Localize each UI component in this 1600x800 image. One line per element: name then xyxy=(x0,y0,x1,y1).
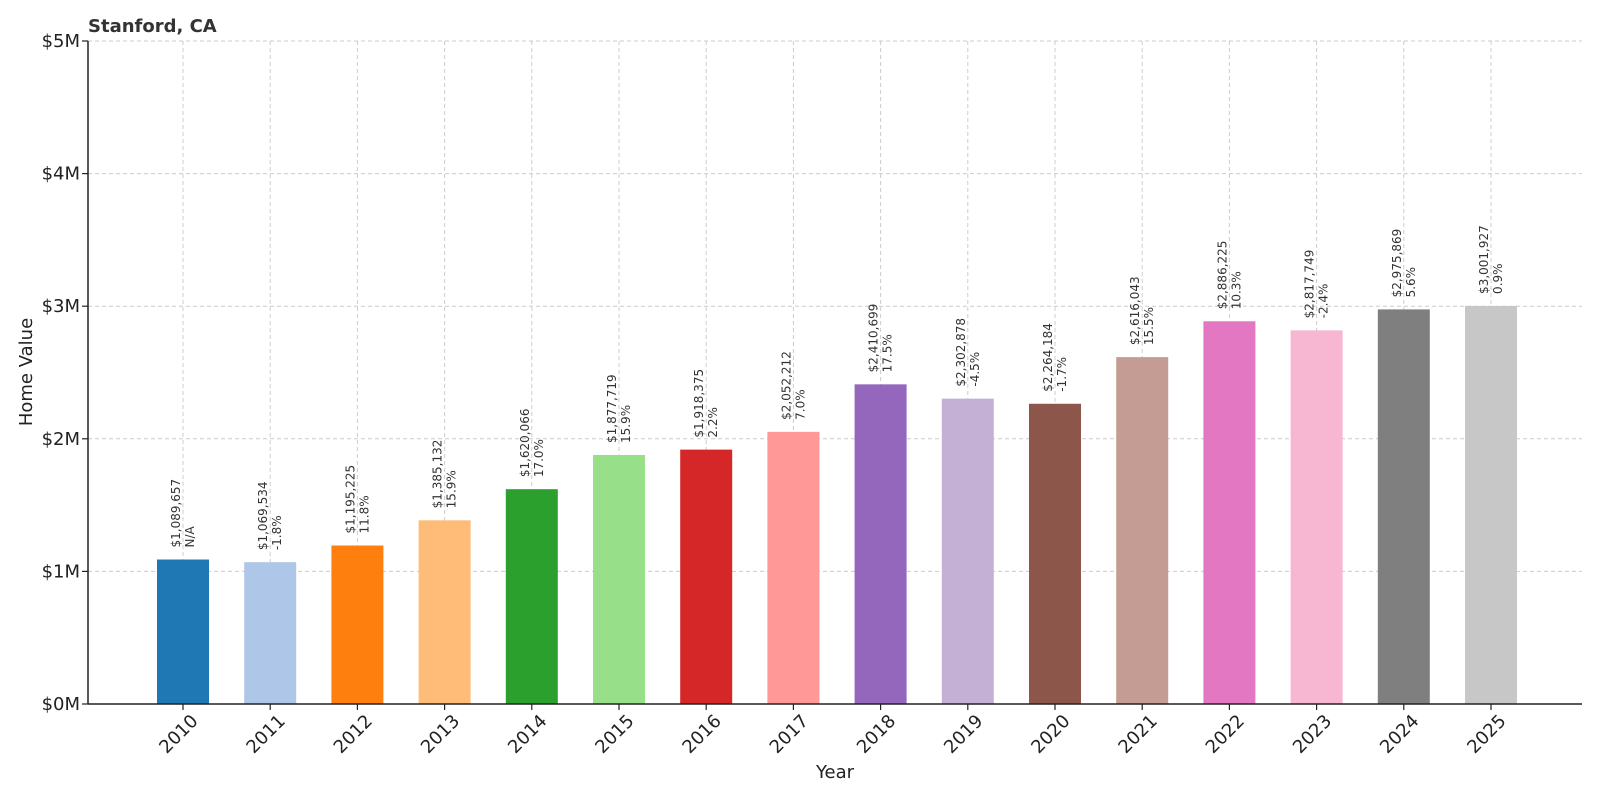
bar-value-label: $1,089,657 xyxy=(169,479,183,548)
bar-change-label: 11.8% xyxy=(357,495,371,533)
x-tick-label: 2012 xyxy=(330,711,377,758)
bar xyxy=(157,559,209,704)
bar-change-label: -4.5% xyxy=(968,352,982,387)
bar-labels: $1,089,657 N/A $1,069,534 -1.8% $1,195,225 11… xyxy=(169,225,1505,550)
bar xyxy=(767,431,820,704)
bar-change-label: 5.6% xyxy=(1404,267,1418,298)
bar-value-label: $2,616,043 xyxy=(1128,276,1142,345)
x-tick-label: 2022 xyxy=(1202,711,1249,758)
bar xyxy=(854,384,907,704)
bar xyxy=(680,449,733,704)
bar-change-label: 15.9% xyxy=(619,405,633,443)
y-axis-label: Home Value xyxy=(16,318,37,426)
x-tick-label: 2019 xyxy=(940,711,987,758)
bar-change-label: -1.8% xyxy=(270,515,284,550)
bar-change-label: 0.9% xyxy=(1491,263,1505,294)
bar-change-label: N/A xyxy=(183,525,197,547)
x-tick-label: 2024 xyxy=(1376,711,1423,758)
x-axis-label: Year xyxy=(815,762,855,783)
y-tick-label: $5M xyxy=(42,31,80,52)
bar-value-label: $2,410,699 xyxy=(867,304,881,373)
x-tick-label: 2013 xyxy=(417,711,464,758)
y-tick-label: $0M xyxy=(42,694,80,715)
bar-value-label: $2,264,184 xyxy=(1041,323,1055,392)
bar-change-label: 10.3% xyxy=(1229,271,1243,309)
y-tick-label: $4M xyxy=(42,164,80,185)
x-tick-label: 2011 xyxy=(242,711,289,758)
x-ticks: 2010 2011 2012 2013 2014 2015 2016 2017 2018 2019… xyxy=(155,704,1511,758)
y-tick-label: $1M xyxy=(42,561,80,582)
bar-change-label: 15.5% xyxy=(1142,307,1156,345)
bar-change-label: 7.0% xyxy=(793,389,807,420)
bar-value-label: $2,886,225 xyxy=(1215,241,1229,310)
bar-change-label: 15.9% xyxy=(445,470,459,508)
bar-value-label: $2,975,869 xyxy=(1390,229,1404,298)
bar xyxy=(418,520,471,704)
bar xyxy=(1116,357,1169,704)
bars xyxy=(157,305,1517,704)
bar xyxy=(1377,309,1430,704)
y-tick-label: $3M xyxy=(42,296,80,317)
x-tick-label: 2015 xyxy=(591,711,638,758)
bar xyxy=(593,455,645,704)
bar-change-label: -2.4% xyxy=(1317,284,1331,319)
bar-value-label: $1,069,534 xyxy=(256,481,270,550)
x-tick-label: 2010 xyxy=(155,711,202,758)
bar-change-label: 17.0% xyxy=(532,439,546,477)
bar-value-label: $1,385,132 xyxy=(431,440,445,509)
x-tick-label: 2025 xyxy=(1463,711,1510,758)
bar-value-label: $2,817,749 xyxy=(1303,250,1317,319)
bar-value-label: $2,302,878 xyxy=(954,318,968,387)
bar xyxy=(1029,403,1081,704)
bar-change-label: -1.7% xyxy=(1055,357,1069,392)
bar-change-label: 2.2% xyxy=(706,407,720,438)
x-tick-label: 2021 xyxy=(1114,711,1161,758)
axes xyxy=(87,41,1582,705)
bar-value-label: $3,001,927 xyxy=(1477,225,1491,294)
bar-value-label: $1,620,066 xyxy=(518,408,532,477)
x-tick-label: 2018 xyxy=(853,711,900,758)
x-tick-label: 2014 xyxy=(504,711,551,758)
x-tick-label: 2020 xyxy=(1027,711,1074,758)
grid-lines xyxy=(88,40,1582,705)
bar xyxy=(331,545,384,704)
bar-value-label: $1,877,719 xyxy=(605,374,619,443)
bar xyxy=(941,398,994,704)
bar xyxy=(1465,305,1517,704)
bar xyxy=(244,562,297,704)
y-tick-label: $2M xyxy=(42,429,80,450)
bar-value-label: $1,918,375 xyxy=(692,369,706,438)
chart-title: Stanford, CA xyxy=(88,16,217,37)
bar xyxy=(505,489,558,704)
bar-value-label: $1,195,225 xyxy=(343,465,357,534)
bar xyxy=(1290,330,1343,704)
bar-value-label: $2,052,212 xyxy=(779,351,793,420)
x-tick-label: 2023 xyxy=(1289,711,1336,758)
x-tick-label: 2017 xyxy=(766,711,813,758)
y-ticks: $0M $1M $2M $3M $4M $5M xyxy=(42,31,88,715)
bar xyxy=(1203,321,1256,704)
bar-change-label: 17.5% xyxy=(881,334,895,372)
x-tick-label: 2016 xyxy=(678,711,725,758)
